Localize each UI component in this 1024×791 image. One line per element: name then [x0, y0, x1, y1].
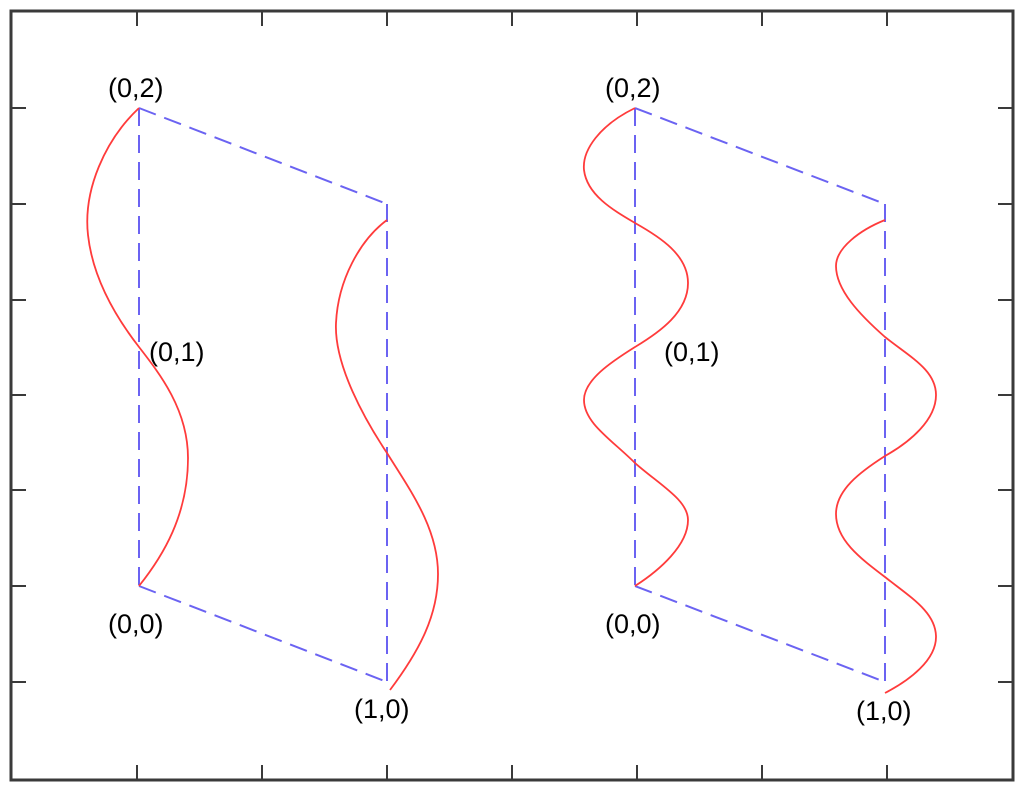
left-edge-bottom	[138, 585, 388, 683]
left-edge-top	[138, 107, 388, 205]
left-inner-wave	[86, 107, 189, 587]
right-outer-wave	[835, 219, 937, 694]
right-edge-bottom	[634, 585, 886, 683]
right-label-1-0: (1,0)	[856, 696, 912, 726]
right-panel: (0,2) (0,1) (0,0) (1,0)	[583, 73, 937, 726]
right-inner-wave	[583, 107, 689, 587]
left-label-1-0: (1,0)	[354, 694, 410, 724]
left-outer-wave	[335, 219, 439, 691]
axis-ticks	[11, 11, 1013, 780]
right-label-0-1: (0,1)	[664, 337, 720, 367]
left-label-0-2: (0,2)	[108, 73, 164, 103]
left-label-0-1: (0,1)	[149, 337, 205, 367]
plot-frame	[9, 9, 1015, 782]
right-label-0-2: (0,2)	[605, 73, 661, 103]
right-edge-top	[634, 107, 886, 205]
right-label-0-0: (0,0)	[605, 609, 661, 639]
left-label-0-0: (0,0)	[108, 609, 164, 639]
left-panel: (0,2) (0,1) (0,0) (1,0)	[86, 73, 439, 724]
